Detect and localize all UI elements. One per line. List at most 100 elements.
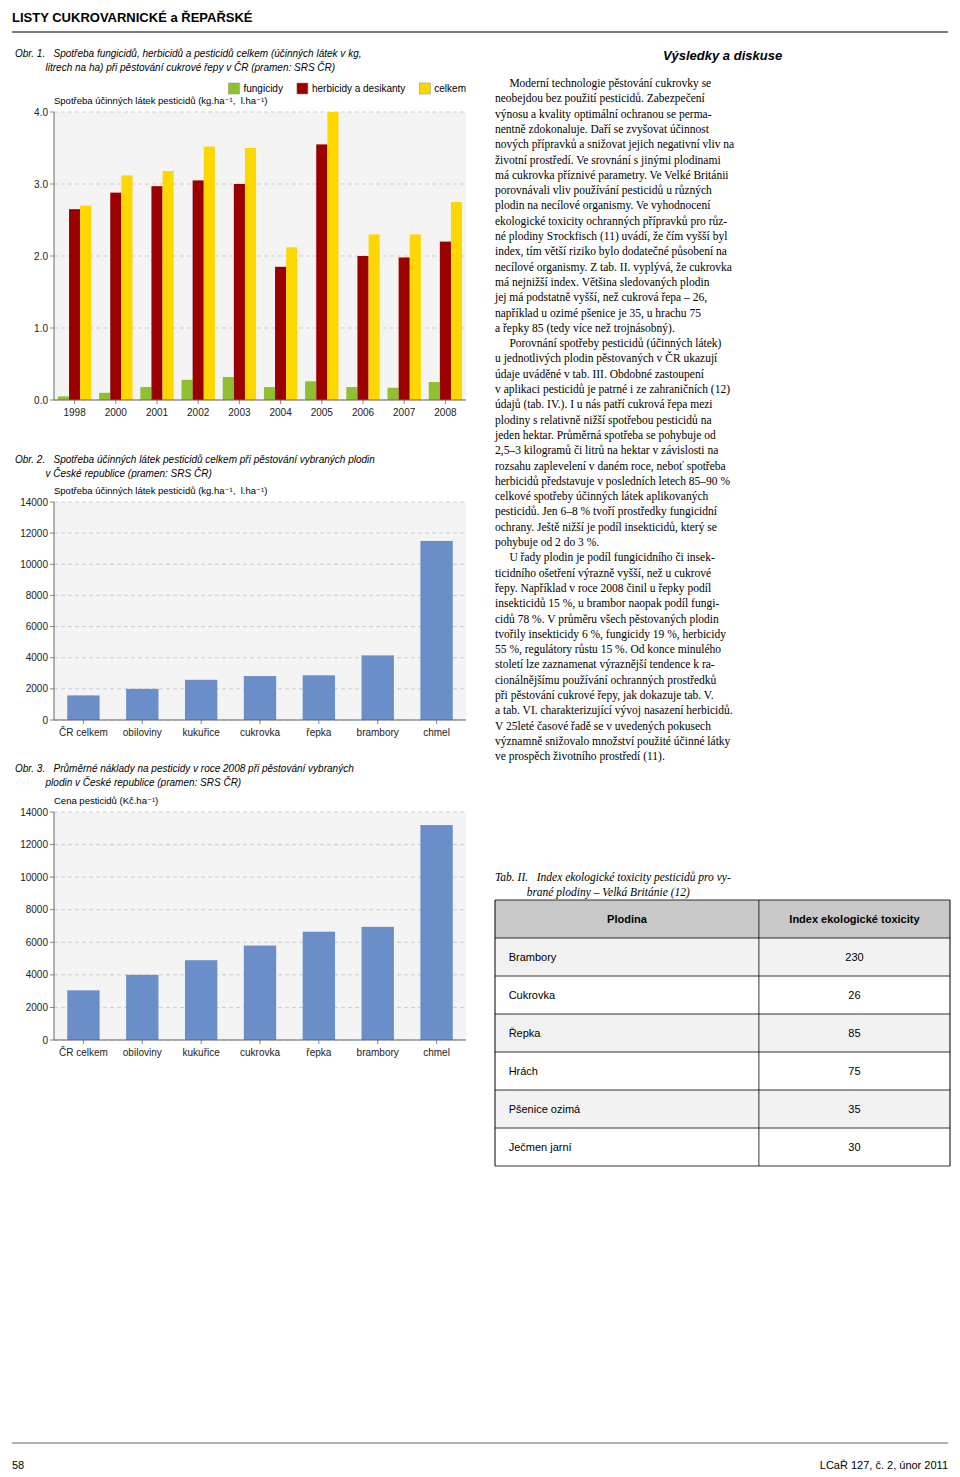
table-cell: 75 — [848, 1065, 860, 1077]
x-tick — [157, 400, 158, 404]
x-tick — [377, 1040, 378, 1044]
y-tick — [50, 720, 54, 721]
bar — [193, 180, 204, 400]
y-tick-label: 2.0 — [34, 251, 48, 262]
x-tick-label: ČR celkem — [59, 726, 108, 738]
bar — [126, 975, 158, 1040]
y-tick-label: 2000 — [26, 683, 49, 694]
y-axis-label: Spotřeba účinných látek pesticidů (kg.ha… — [54, 485, 267, 496]
y-tick-label: 14000 — [20, 497, 48, 508]
grid-line — [54, 112, 466, 113]
bar — [303, 932, 335, 1040]
table-rule — [495, 938, 950, 939]
bar — [244, 946, 276, 1040]
x-tick-label: chmel — [423, 727, 450, 738]
y-axis-label: Cena pesticidů (Kč.ha⁻¹) — [54, 795, 158, 806]
grid-line — [54, 720, 466, 721]
table-cell: 35 — [848, 1103, 860, 1115]
x-tick-label: ČR celkem — [59, 1046, 108, 1058]
y-tick — [50, 502, 54, 503]
y-tick — [50, 812, 54, 813]
table-row — [495, 1014, 950, 1052]
bar — [110, 193, 121, 400]
bar — [369, 234, 380, 400]
y-tick-label: 4000 — [26, 652, 49, 663]
grid-line — [54, 502, 466, 503]
body-line: neobejdou bez použití pesticidů. Zabezpe… — [495, 92, 706, 105]
bar — [185, 960, 217, 1040]
body-line: né plodiny Sᴛockfisch (11) uvádí, že čím… — [495, 230, 727, 243]
bar — [357, 256, 368, 400]
body-line: výnosu a kvality optimální ochranou se p… — [495, 108, 712, 121]
x-tick-label: řepka — [306, 1047, 331, 1058]
x-tick-label: 2005 — [311, 407, 334, 418]
bar — [185, 680, 217, 720]
body-line: ekologické toxicity ochranných přípravků… — [495, 215, 727, 228]
table-rule — [495, 1090, 950, 1091]
body-line: V 25leté časové řadě se v uvedených poku… — [495, 720, 711, 733]
bar — [440, 242, 451, 400]
legend-swatch — [419, 83, 430, 94]
plot-background — [54, 502, 466, 720]
x-tick — [198, 400, 199, 404]
body-line: jej má podstatně vyšší, než cukrová řepa… — [494, 291, 707, 304]
grid-line — [54, 184, 466, 185]
body-line: plodin na necílové organismy. Ve vyhodno… — [495, 199, 711, 212]
y-tick — [50, 256, 54, 257]
bar — [151, 186, 162, 400]
y-tick-label: 14000 — [20, 807, 48, 818]
body-line: plodiny s relativně nižší spotřebou pest… — [495, 414, 712, 427]
table-cell: 26 — [848, 989, 860, 1001]
grid-line — [54, 657, 466, 658]
bar — [245, 148, 256, 400]
grid-line — [54, 812, 466, 813]
y-tick-label: 0 — [42, 1035, 48, 1046]
footer-right: LCaŘ 127, č. 2, únor 2011 — [820, 1459, 948, 1471]
body-line: Moderní technologie pěstování cukrovky s… — [495, 77, 711, 90]
x-tick-label: 2002 — [187, 407, 210, 418]
y-tick-label: 0 — [42, 715, 48, 726]
y-tick — [50, 400, 54, 401]
body-line: údajů (tab. IV.). I u nás patří cukrová … — [495, 398, 713, 411]
y-tick — [50, 1007, 54, 1008]
body-line: pesticidů. Jen 6–8 % tvoří prostředky fu… — [495, 505, 718, 518]
table-title: brané plodiny – Velká Británie (12) — [495, 886, 690, 899]
legend-label: celkem — [434, 83, 466, 94]
y-tick-label: 4000 — [26, 969, 49, 980]
bar — [264, 387, 275, 400]
x-axis — [54, 720, 466, 721]
bar — [163, 171, 174, 400]
table-header: Plodina — [607, 913, 648, 925]
chart-subtitle: plodin v České republice (pramen: SRS ČR… — [15, 776, 241, 788]
y-tick — [50, 1040, 54, 1041]
bar — [275, 267, 286, 400]
table-cell: Cukrovka — [509, 989, 556, 1001]
x-tick — [280, 400, 281, 404]
x-tick-label: 2004 — [269, 407, 292, 418]
body-line: životní prostředí. Ve srovnání s jinými … — [495, 154, 721, 167]
bar — [80, 206, 91, 400]
body-line: tvořily insekticidy 6 %, fungicidy 19 %,… — [495, 628, 726, 641]
page-title: LISTY CUKROVARNICKÉ a ŘEPAŘSKÉ — [12, 10, 253, 25]
table: PlodinaIndex ekologické toxicityBrambory… — [495, 900, 950, 1166]
y-tick-label: 3.0 — [34, 179, 48, 190]
chart-subtitle: litrech na ha) při pěstování cukrové řep… — [15, 61, 335, 73]
x-tick — [260, 720, 261, 724]
x-tick — [445, 400, 446, 404]
chart: Obr. 2. Spotřeba účinných látek pesticid… — [15, 454, 466, 738]
bar — [99, 393, 110, 400]
body-line: při pěstování cukrové řepy, jak dokazuje… — [495, 689, 714, 702]
y-tick — [50, 533, 54, 534]
x-tick — [83, 1040, 84, 1044]
y-axis — [54, 502, 55, 720]
x-tick — [201, 1040, 202, 1044]
x-tick — [260, 1040, 261, 1044]
x-tick-label: kukuřice — [183, 727, 221, 738]
body-line: například u ozimé pšenice je 35, u hrach… — [495, 307, 701, 320]
y-axis — [54, 812, 55, 1040]
bar — [451, 202, 462, 400]
x-tick-label: brambory — [357, 727, 399, 738]
bars — [67, 541, 453, 720]
table-cell: Brambory — [509, 951, 557, 963]
y-tick — [50, 328, 54, 329]
